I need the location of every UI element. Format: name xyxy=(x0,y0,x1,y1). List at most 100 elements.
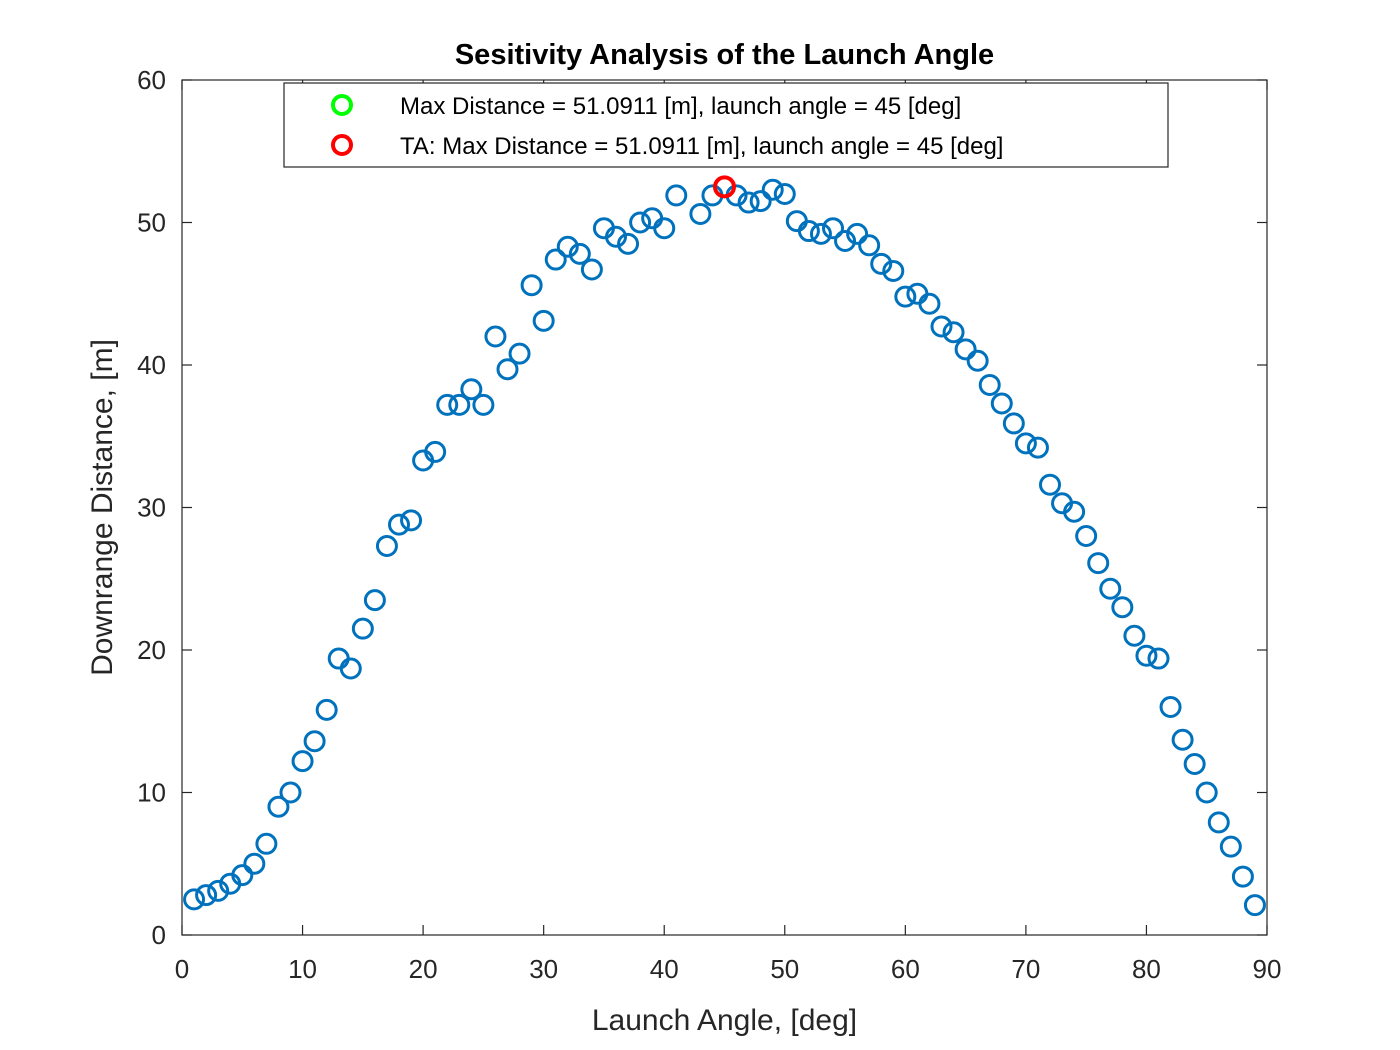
legend-marker-green xyxy=(331,94,353,116)
data-point xyxy=(1063,500,1086,523)
data-point xyxy=(773,183,796,205)
legend: Max Distance = 51.0911 [m], launch angle… xyxy=(283,82,1169,168)
data-point xyxy=(1099,577,1122,600)
data-point xyxy=(303,730,326,753)
data-point xyxy=(496,358,519,381)
legend-box xyxy=(283,82,1169,168)
data-point xyxy=(436,393,459,416)
data-point xyxy=(1075,525,1098,547)
data-point xyxy=(1195,781,1218,804)
data-point xyxy=(797,220,820,243)
data-point xyxy=(484,325,507,348)
data-point xyxy=(351,617,374,640)
data-point xyxy=(1171,728,1194,751)
data-point xyxy=(1111,596,1134,619)
legend-entry-ta-max-distance: TA: Max Distance = 51.0911 [m], launch a… xyxy=(400,133,1003,160)
data-point xyxy=(990,392,1013,415)
data-point xyxy=(665,184,688,207)
x-tick-label: 60 xyxy=(891,954,920,984)
data-point xyxy=(568,242,591,265)
legend-entry-max-distance: Max Distance = 51.0911 [m], launch angle… xyxy=(400,93,961,120)
data-point xyxy=(339,657,362,680)
data-point xyxy=(424,440,447,463)
data-point xyxy=(749,190,772,213)
data-point xyxy=(737,191,760,214)
data-point xyxy=(315,698,338,721)
max-distance-point xyxy=(713,175,736,199)
x-tick-label: 30 xyxy=(529,954,558,984)
x-axis-label: Launch Angle, [deg] xyxy=(592,1004,857,1037)
data-point xyxy=(1123,624,1146,647)
data-point xyxy=(954,338,977,361)
data-point xyxy=(195,884,218,907)
data-point xyxy=(605,225,627,248)
data-point xyxy=(761,178,784,201)
y-tick-label: 20 xyxy=(137,635,166,665)
data-point xyxy=(930,315,953,338)
data-point xyxy=(882,259,905,282)
data-point xyxy=(1231,865,1254,888)
y-axis-label: Downrange Distance, [m] xyxy=(86,339,119,676)
data-point xyxy=(532,309,555,332)
data-point xyxy=(580,258,603,281)
data-point xyxy=(556,235,579,258)
data-point xyxy=(544,248,567,271)
x-tick-label: 90 xyxy=(1253,954,1282,984)
x-axis-ticks: 0 10 20 30 40 50 60 70 80 90 xyxy=(175,80,1282,984)
data-point xyxy=(279,781,302,804)
data-point xyxy=(617,232,640,255)
x-tick-label: 0 xyxy=(175,954,189,984)
data-point xyxy=(183,888,206,911)
data-point xyxy=(255,832,278,855)
data-point xyxy=(375,534,398,557)
x-tick-label: 50 xyxy=(770,954,799,984)
y-tick-label: 0 xyxy=(152,920,166,950)
data-point xyxy=(1243,894,1266,917)
data-point xyxy=(1183,753,1206,775)
data-point xyxy=(1219,835,1242,858)
data-point xyxy=(1207,811,1230,834)
data-point xyxy=(448,393,471,416)
y-tick-label: 30 xyxy=(137,493,166,523)
y-tick-label: 60 xyxy=(137,65,166,95)
plot-area xyxy=(182,80,1267,935)
x-tick-label: 10 xyxy=(288,954,317,984)
data-point xyxy=(291,750,314,773)
data-point xyxy=(1026,436,1049,459)
data-point xyxy=(1039,473,1061,496)
data-point xyxy=(1087,552,1110,575)
legend-marker-red xyxy=(331,134,353,156)
chart-title: Sesitivity Analysis of the Launch Angle xyxy=(455,39,994,71)
data-point xyxy=(1159,696,1182,718)
data-point xyxy=(207,879,230,902)
data-point xyxy=(460,378,483,401)
data-point xyxy=(918,292,941,315)
data-point xyxy=(472,393,495,416)
data-point xyxy=(689,202,712,225)
x-tick-label: 70 xyxy=(1011,954,1040,984)
data-point xyxy=(629,211,652,234)
data-point xyxy=(834,230,857,253)
y-axis-ticks: 0 10 20 30 40 50 60 xyxy=(137,65,1267,950)
data-point xyxy=(894,285,917,308)
data-point xyxy=(822,217,844,240)
x-tick-label: 20 xyxy=(409,954,438,984)
data-point xyxy=(966,349,989,372)
data-point xyxy=(809,222,832,245)
data-point xyxy=(231,864,254,887)
data-point xyxy=(870,252,893,275)
x-tick-label: 40 xyxy=(650,954,679,984)
data-point xyxy=(267,795,290,818)
data-point xyxy=(1135,644,1158,667)
data-point xyxy=(858,234,881,257)
data-point xyxy=(1147,647,1170,670)
y-tick-label: 40 xyxy=(137,350,166,380)
data-point xyxy=(1014,432,1037,455)
data-point xyxy=(388,513,410,536)
data-point xyxy=(400,509,423,532)
x-tick-label: 80 xyxy=(1132,954,1161,984)
data-markers xyxy=(183,175,1266,917)
data-point xyxy=(1002,412,1025,435)
data-point xyxy=(653,217,676,240)
y-tick-label: 10 xyxy=(137,778,166,808)
